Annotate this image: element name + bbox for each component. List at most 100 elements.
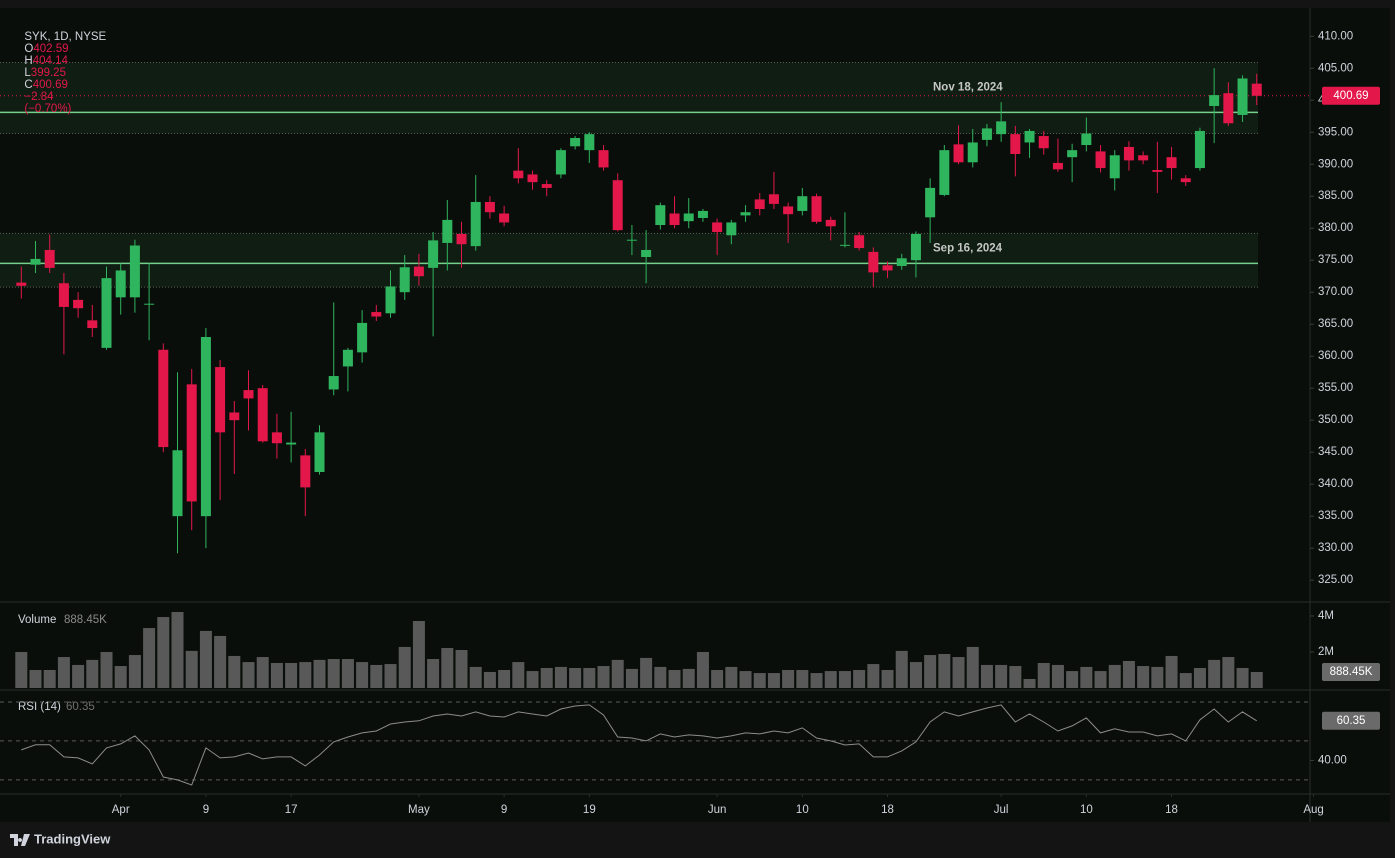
candle-body [101,278,112,348]
candle-body [697,210,708,218]
candle-body [1251,83,1262,96]
candle-body [683,213,694,222]
candle-body [1109,155,1120,179]
volume-bar [668,669,681,688]
candle-body [300,455,311,488]
candle-body [1237,78,1248,115]
change: −2.84 [24,91,54,103]
volume-bar [924,655,937,688]
volume-bar [256,657,269,688]
volume-bar [810,673,823,688]
candle-body [399,267,410,293]
volume-bar [1094,671,1107,688]
y-tick-label: 350.00 [1318,414,1353,426]
volume-bar [654,666,667,688]
volume-bar [583,668,596,688]
x-tick-label: 17 [285,804,298,816]
volume-bar [1250,672,1263,688]
y-tick-label: 405.00 [1318,62,1353,74]
volume-bar [966,646,979,688]
level-zone [0,233,1258,288]
candle-body [470,201,481,247]
ohlc-value: 402.59 [33,43,69,55]
candle-body [257,388,268,442]
candle-body [1024,130,1035,143]
volume-bar [1037,662,1050,688]
volume-bar [696,651,709,688]
rsi-last-label: 60.35 [1337,715,1366,727]
candle-body [87,320,98,329]
volume-bar [1023,678,1036,688]
volume-bar [114,666,127,688]
volume-bar [1080,666,1093,688]
candle-body [513,170,524,179]
volume-bar [640,657,653,688]
x-tick-label: 18 [1165,804,1178,816]
candle-body [584,134,595,151]
y-tick-label: 335.00 [1318,510,1353,522]
x-tick-label: 10 [1080,804,1093,816]
volume-bar [1122,660,1135,688]
candle-body [626,239,637,241]
ohlc-label: O [24,43,34,55]
change-pct: (−0.70%) [24,103,72,115]
candle-body [783,206,794,215]
volume-bar [526,671,539,688]
y-tick-label: 370.00 [1318,286,1353,298]
candle-body [1166,157,1177,169]
volume-bar [1236,668,1249,688]
volume-bar [1193,668,1206,688]
candle-body [939,150,950,195]
x-tick-label: Jul [994,804,1009,816]
ohlc-value: 399.25 [30,67,66,79]
ohlc-label: L [24,67,31,79]
candle-body [712,222,723,233]
volume-bar [100,651,113,688]
candle-body [1152,169,1163,172]
candle-body [996,121,1007,135]
y-tick-label: 4M [1318,610,1334,622]
volume-bar [498,669,511,688]
y-tick-label: 40.00 [1318,754,1347,766]
candle-body [598,150,609,168]
candle-body [1081,133,1092,146]
volume-bar [43,669,56,688]
volume-bar [711,669,724,688]
y-tick-label: 330.00 [1318,542,1353,554]
volume-bar [1165,655,1178,688]
x-tick-label: 9 [203,804,209,816]
y-tick-label: 340.00 [1318,478,1353,490]
candle-body [910,233,921,261]
volume-bar [15,651,28,688]
volume-bar [611,659,624,688]
volume-bar [455,650,468,688]
volume-bar [370,664,383,688]
rsi-last-box [1322,711,1380,730]
volume-bar [895,650,908,688]
candle-body [981,128,992,140]
volume-bar [753,673,766,688]
candle-body [754,199,765,210]
candle-body [1067,150,1078,158]
level-label: Nov 18, 2024 [933,81,1003,93]
volume-bar [1137,666,1150,688]
candle-body [555,150,566,175]
y-tick-label: 365.00 [1318,318,1353,330]
x-tick-label: 9 [501,804,507,816]
candle-body [58,283,69,307]
volume-bar [909,662,922,688]
volume-bar [682,668,695,688]
volume-bar [143,628,156,688]
candle-body [158,349,169,448]
candle-body [215,367,226,433]
y-tick-label: 345.00 [1318,446,1353,458]
candle-body [527,174,538,183]
volume-bar [881,669,894,688]
y-tick-label: 360.00 [1318,350,1353,362]
x-tick-label: Aug [1303,804,1323,816]
candle-body [1138,155,1149,161]
volume-last-label: 888.45K [1330,666,1373,678]
volume-bar [725,666,738,688]
last-price-box [1322,86,1380,105]
candle-body [967,142,978,163]
